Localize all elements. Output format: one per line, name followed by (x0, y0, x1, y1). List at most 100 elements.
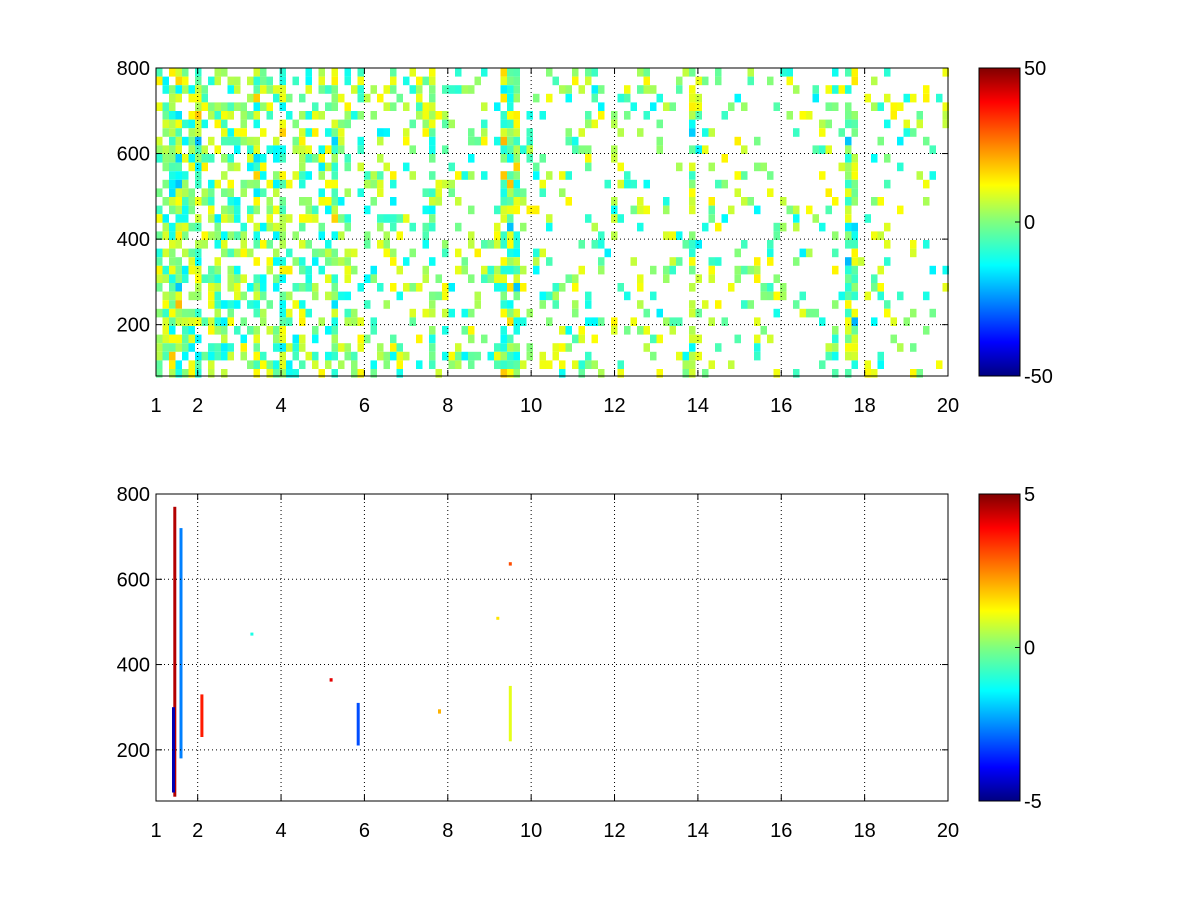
heatmap-cell (923, 326, 930, 335)
heatmap-cell (214, 179, 221, 189)
heatmap-cell (182, 171, 189, 180)
heatmap-cell (279, 360, 286, 369)
heatmap-cell (325, 128, 332, 137)
heatmap-cell (507, 205, 514, 215)
heatmap-cell (741, 300, 748, 309)
heatmap-cell (370, 179, 377, 189)
heatmap-cell (234, 85, 241, 94)
heatmap-cell (422, 102, 429, 111)
heatmap-cell (819, 145, 826, 154)
heatmap-cell (305, 205, 312, 215)
heatmap-cell (689, 93, 696, 103)
heatmap-cell (819, 317, 826, 326)
heatmap-cell (617, 128, 624, 137)
heatmap-cell (279, 179, 286, 189)
heatmap-cell (565, 136, 572, 146)
heatmap-cell (188, 145, 195, 154)
heatmap-cell (598, 317, 605, 326)
heatmap-cell (461, 171, 468, 180)
heatmap-cell (299, 343, 306, 352)
heatmap-cell (624, 326, 631, 335)
heatmap-cell (721, 214, 728, 223)
heatmap-cell (429, 68, 436, 77)
heatmap-cell (156, 308, 163, 318)
heatmap-cell (169, 85, 176, 94)
heatmap-cell (383, 128, 390, 137)
heatmap-cell (637, 326, 644, 335)
heatmap-cell (500, 326, 507, 335)
heatmap-cell (221, 119, 228, 129)
heatmap-cell (689, 300, 696, 309)
heatmap-cell (442, 179, 449, 189)
heatmap-cell (344, 343, 351, 352)
heatmap-cell (767, 240, 774, 249)
heatmap-cell (689, 68, 696, 77)
heatmap-cell (494, 222, 501, 232)
heatmap-cell (429, 197, 436, 206)
heatmap-cell (500, 93, 507, 103)
heatmap-cell (513, 360, 520, 369)
y-tick-label: 600 (117, 144, 150, 166)
heatmap-cell (708, 317, 715, 326)
heatmap-cell (559, 85, 566, 94)
heatmap-cell (396, 343, 403, 352)
heatmap-cell (195, 257, 202, 266)
x-tick-label: 20 (937, 820, 959, 842)
heatmap-cell (845, 102, 852, 111)
heatmap-cell (520, 317, 527, 326)
heatmap-cell (494, 136, 501, 146)
heatmap-cell (273, 222, 280, 232)
heatmap-cell (364, 171, 371, 180)
heatmap-cell (637, 222, 644, 232)
heatmap-cell (481, 334, 488, 344)
heatmap-cell (832, 351, 839, 361)
heatmap-cell (305, 351, 312, 361)
heatmap-cell (851, 179, 858, 189)
heatmap-cell (845, 205, 852, 215)
heatmap-cell (169, 222, 176, 232)
heatmap-cell (292, 257, 299, 266)
heatmap-cell (747, 76, 754, 86)
heatmap-cell (325, 257, 332, 266)
heatmap-cell (468, 334, 475, 344)
heatmap-cell (188, 136, 195, 146)
heatmap-cell (799, 291, 806, 301)
heatmap-cell (221, 317, 228, 326)
heatmap-cell (240, 136, 247, 146)
heatmap-cell (266, 300, 273, 309)
heatmap-cell (845, 265, 852, 275)
heatmap-cell (617, 179, 624, 189)
heatmap-cell (474, 248, 481, 258)
heatmap-cell (357, 145, 364, 154)
heatmap-cell (845, 257, 852, 266)
heatmap-cell (253, 240, 260, 249)
heatmap-cell (578, 360, 585, 369)
heatmap-cell (195, 222, 202, 232)
heatmap-cell (377, 188, 384, 197)
heatmap-cell (533, 257, 540, 266)
heatmap-cell (851, 162, 858, 172)
heatmap-cell (266, 85, 273, 94)
heatmap-cell (890, 111, 897, 120)
heatmap-cell (169, 111, 176, 120)
heatmap-cell (624, 111, 631, 120)
heatmap-cell (253, 145, 260, 154)
heatmap-cell (370, 171, 377, 180)
heatmap-cell (182, 188, 189, 197)
heatmap-cell (175, 179, 182, 189)
heatmap-cell (845, 214, 852, 223)
heatmap-cell (188, 343, 195, 352)
heatmap-cell (208, 274, 215, 283)
heatmap-cell (851, 68, 858, 77)
heatmap-cell (370, 326, 377, 335)
heatmap-cell (741, 197, 748, 206)
heatmap-cell (513, 283, 520, 292)
heatmap-cell (312, 128, 319, 137)
y-tick-label: 800 (117, 58, 150, 80)
heatmap-cell (299, 240, 306, 249)
heatmap-cell (676, 257, 683, 266)
heatmap-cell (585, 76, 592, 86)
heatmap-cell (526, 308, 533, 318)
heatmap-cell (156, 214, 163, 223)
heatmap-cell (370, 369, 377, 378)
